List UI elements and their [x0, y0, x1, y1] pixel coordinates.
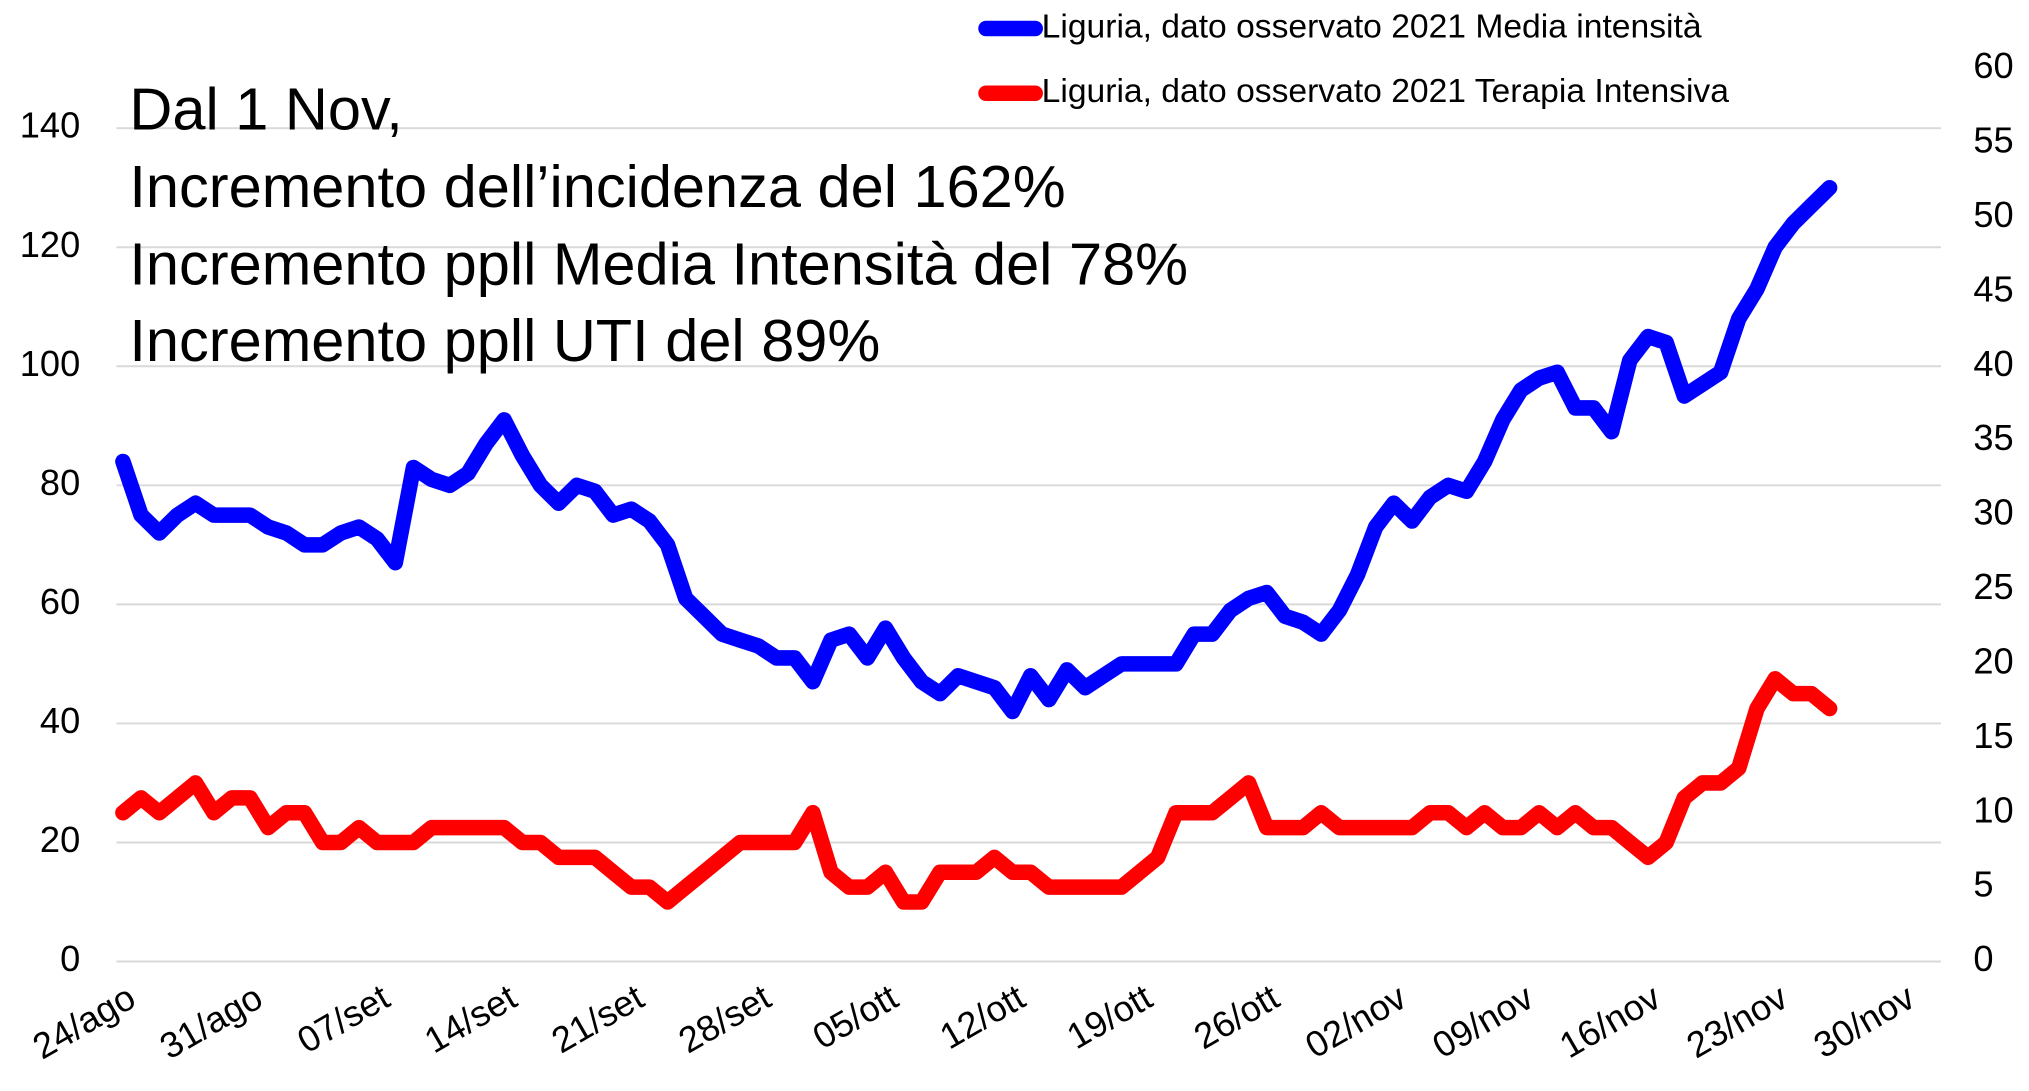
annotation: Incremento ppll UTI del 89%	[129, 307, 880, 374]
y-tick-label: 140	[20, 105, 80, 146]
x-tick-label: 05/ott	[806, 976, 905, 1057]
x-tick-label: 07/set	[290, 976, 396, 1061]
y-tick-label: 80	[40, 462, 80, 503]
annotation: Dal 1 Nov,	[129, 75, 402, 142]
x-tick-label: 30/nov	[1807, 976, 1922, 1066]
legend-label: Liguria, dato osservato 2021 Terapia Int…	[1042, 73, 1730, 110]
legend-label: Liguria, dato osservato 2021 Media inten…	[1042, 8, 1702, 45]
y2-tick-label: 30	[1973, 492, 2013, 533]
y2-tick-label: 15	[1973, 715, 2013, 756]
y2-tick-label: 40	[1973, 343, 2013, 384]
data-line	[115, 179, 1838, 720]
x-tick-label: 26/ott	[1187, 976, 1286, 1057]
x-tick-label: 31/ago	[153, 976, 269, 1067]
y2-tick-label: 55	[1973, 120, 2013, 161]
y2-tick-label: 45	[1973, 268, 2013, 309]
x-tick-label: 24/ago	[26, 976, 142, 1067]
y2-tick-label: 25	[1973, 566, 2013, 607]
annotation: Incremento dell’incidenza del 162%	[129, 153, 1065, 220]
y2-tick-label: 0	[1973, 938, 1993, 979]
x-tick-label: 19/ott	[1060, 976, 1159, 1057]
x-tick-label: 21/set	[544, 976, 650, 1061]
annotation: Incremento ppll Media Intensità del 78%	[129, 231, 1188, 298]
y-tick-label: 60	[40, 581, 80, 622]
y-tick-label: 120	[20, 224, 80, 265]
x-tick-label: 14/set	[417, 976, 523, 1061]
x-tick-label: 09/nov	[1425, 976, 1540, 1066]
x-tick-label: 28/set	[672, 976, 778, 1061]
y-tick-label: 40	[40, 700, 80, 741]
y2-tick-label: 20	[1973, 640, 2013, 681]
x-tick-label: 12/ott	[933, 976, 1032, 1057]
x-tick-label: 23/nov	[1680, 976, 1795, 1066]
x-tick-label: 02/nov	[1298, 976, 1413, 1066]
y-tick-label: 20	[40, 819, 80, 860]
y2-tick-label: 5	[1973, 864, 1993, 905]
y-tick-label: 100	[20, 343, 80, 384]
y2-tick-label: 60	[1973, 45, 2013, 86]
y2-tick-label: 35	[1973, 417, 2013, 458]
x-tick-label: 16/nov	[1552, 976, 1667, 1066]
y-tick-label: 0	[60, 938, 80, 979]
data-line	[115, 671, 1838, 910]
y2-tick-label: 10	[1973, 789, 2013, 830]
y2-tick-label: 50	[1973, 194, 2013, 235]
